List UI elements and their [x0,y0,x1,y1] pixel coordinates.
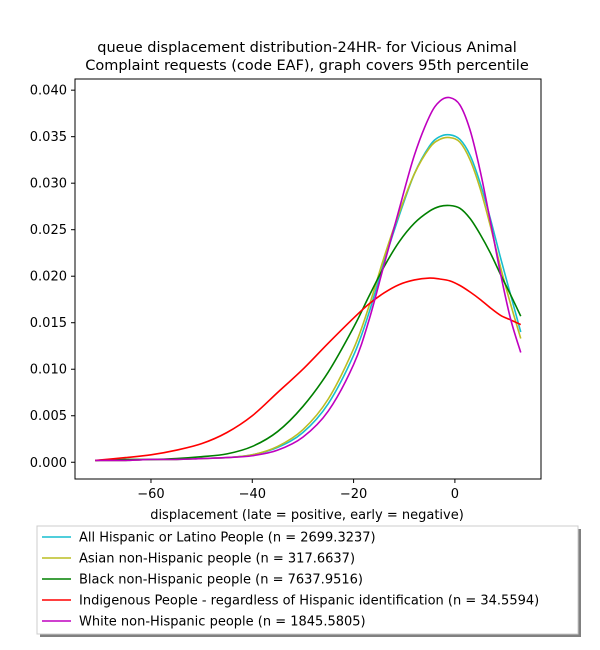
y-tick-label: 0.035 [30,130,67,145]
chart-title-line-2: Complaint requests (code EAF), graph cov… [85,58,529,74]
legend-label-1: Asian non-Hispanic people (n = 317.6637) [79,552,355,567]
y-tick-label: 0.030 [30,177,67,192]
series-line-1 [95,136,522,462]
x-tick-label: −40 [239,487,266,502]
legend-label-3: Indigenous People - regardless of Hispan… [79,594,539,609]
plot-area-frame [74,78,542,480]
y-tick-label: 0.015 [30,316,67,331]
x-tick-label: −20 [340,487,367,502]
y-tick-label: 0.000 [30,456,67,471]
series-line-0 [95,133,522,462]
series-lines [95,96,522,462]
series-line-4 [95,96,522,462]
legend-label-2: Black non-Hispanic people (n = 7637.9516… [79,573,363,588]
series-line-2 [95,204,522,462]
y-tick-label: 0.025 [30,223,67,238]
y-tick-label: 0.010 [30,363,67,378]
y-tick-label: 0.020 [30,270,67,285]
y-tick-label: 0.005 [30,409,67,424]
chart-title-line-1: queue displacement distribution-24HR- fo… [97,40,517,56]
y-axis-ticks: 0.000 0.005 0.010 0.015 0.020 0.025 0.030 0.035… [30,84,75,471]
x-axis-ticks: −60 −40 −20 0 [137,479,459,502]
legend-box [36,525,579,635]
legend-label-4: White non-Hispanic people (n = 1845.5805… [79,615,366,630]
chart-title: queue displacement distribution-24HR- fo… [85,40,529,74]
y-tick-label: 0.040 [30,84,67,99]
x-axis-label: displacement (late = positive, early = n… [150,508,464,523]
legend-label-0: All Hispanic or Latino People (n = 2699.… [79,531,376,546]
legend: All Hispanic or Latino People (n = 2699.… [36,525,581,637]
series-line-3 [95,277,522,462]
x-tick-label: 0 [451,487,459,502]
x-tick-label: −60 [137,487,164,502]
